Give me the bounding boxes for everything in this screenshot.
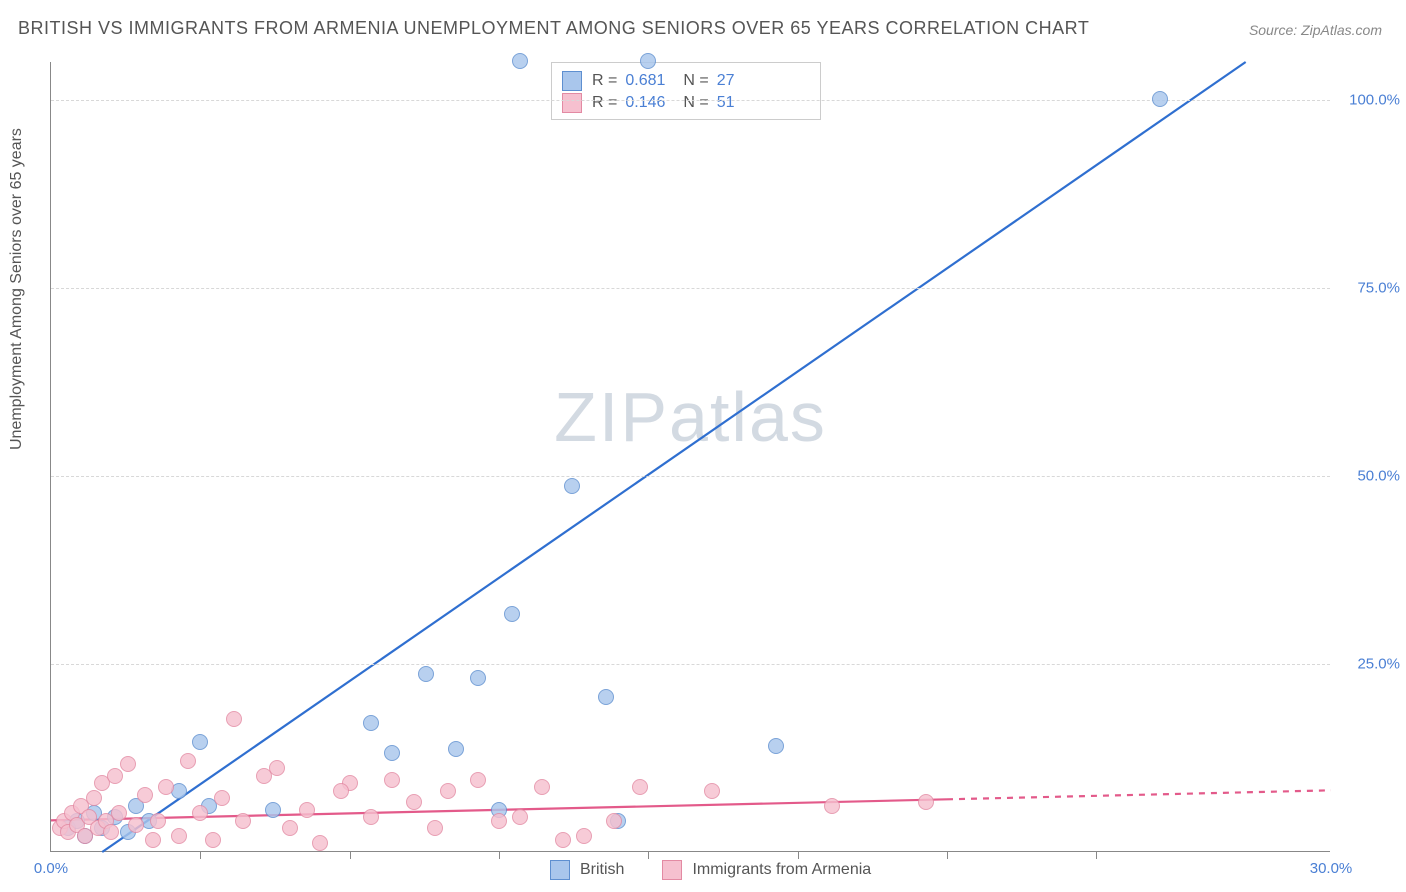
series-legend: British Immigrants from Armenia <box>550 860 871 880</box>
scatter-point <box>418 666 434 682</box>
n-label: N = <box>683 94 708 112</box>
scatter-point <box>768 738 784 754</box>
legend-swatch-british <box>550 860 570 880</box>
scatter-point <box>235 813 251 829</box>
r-value-british: 0.681 <box>625 72 665 90</box>
plot-container: ZIPatlas R = 0.681 N = 27 R = 0.146 N = … <box>50 62 1330 852</box>
scatter-point <box>470 772 486 788</box>
scatter-point <box>205 832 221 848</box>
y-axis-label: Unemployment Among Seniors over 65 years <box>8 128 26 450</box>
scatter-point <box>504 606 520 622</box>
legend-swatch-armenia <box>662 860 682 880</box>
n-value-armenia: 51 <box>717 94 735 112</box>
scatter-point <box>265 802 281 818</box>
regression-lines-layer <box>51 62 1331 852</box>
regression-line-dashed <box>947 790 1331 799</box>
x-tick-minor <box>648 851 649 859</box>
scatter-point <box>918 794 934 810</box>
scatter-point <box>111 805 127 821</box>
scatter-point <box>120 756 136 772</box>
scatter-point <box>107 768 123 784</box>
legend-label-british: British <box>580 861 624 879</box>
gridline-h <box>51 664 1330 665</box>
legend-stats-row-armenia: R = 0.146 N = 51 <box>562 93 810 113</box>
scatter-point <box>598 689 614 705</box>
scatter-point <box>640 53 656 69</box>
chart-title: BRITISH VS IMMIGRANTS FROM ARMENIA UNEMP… <box>18 18 1089 39</box>
scatter-point <box>824 798 840 814</box>
y-tick-label: 75.0% <box>1340 279 1400 296</box>
scatter-point <box>363 809 379 825</box>
scatter-point <box>512 809 528 825</box>
scatter-point <box>427 820 443 836</box>
x-tick-label: 0.0% <box>34 860 68 877</box>
r-value-armenia: 0.146 <box>625 94 665 112</box>
x-tick-minor <box>499 851 500 859</box>
scatter-point <box>564 478 580 494</box>
source-prefix: Source: <box>1249 22 1301 38</box>
scatter-point <box>384 772 400 788</box>
legend-stats-box: R = 0.681 N = 27 R = 0.146 N = 51 <box>551 62 821 120</box>
scatter-point <box>440 783 456 799</box>
scatter-point <box>180 753 196 769</box>
legend-stats-row-british: R = 0.681 N = 27 <box>562 71 810 91</box>
scatter-point <box>192 805 208 821</box>
source-name: ZipAtlas.com <box>1301 22 1382 38</box>
gridline-h <box>51 476 1330 477</box>
n-label: N = <box>683 72 708 90</box>
scatter-point <box>158 779 174 795</box>
scatter-point <box>333 783 349 799</box>
scatter-point <box>576 828 592 844</box>
x-tick-minor <box>798 851 799 859</box>
legend-label-armenia: Immigrants from Armenia <box>692 861 871 879</box>
scatter-point <box>606 813 622 829</box>
scatter-point <box>534 779 550 795</box>
scatter-point <box>299 802 315 818</box>
x-tick-minor <box>350 851 351 859</box>
scatter-point <box>448 741 464 757</box>
scatter-point <box>555 832 571 848</box>
scatter-point <box>512 53 528 69</box>
scatter-point <box>491 813 507 829</box>
scatter-point <box>406 794 422 810</box>
gridline-h <box>51 100 1330 101</box>
scatter-point <box>128 817 144 833</box>
scatter-point <box>269 760 285 776</box>
x-tick-minor <box>200 851 201 859</box>
scatter-point <box>704 783 720 799</box>
scatter-point <box>470 670 486 686</box>
scatter-point <box>312 835 328 851</box>
plot-area: ZIPatlas R = 0.681 N = 27 R = 0.146 N = … <box>50 62 1330 852</box>
x-tick-label: 30.0% <box>1310 860 1353 877</box>
scatter-point <box>214 790 230 806</box>
scatter-point <box>103 824 119 840</box>
scatter-point <box>1152 91 1168 107</box>
r-label: R = <box>592 94 617 112</box>
scatter-point <box>192 734 208 750</box>
scatter-point <box>632 779 648 795</box>
scatter-point <box>145 832 161 848</box>
gridline-h <box>51 288 1330 289</box>
scatter-point <box>137 787 153 803</box>
scatter-point <box>363 715 379 731</box>
y-tick-label: 25.0% <box>1340 655 1400 672</box>
r-label: R = <box>592 72 617 90</box>
scatter-point <box>171 828 187 844</box>
scatter-point <box>384 745 400 761</box>
source-credit: Source: ZipAtlas.com <box>1249 22 1382 38</box>
swatch-british <box>562 71 582 91</box>
x-tick-minor <box>1096 851 1097 859</box>
scatter-point <box>226 711 242 727</box>
x-tick-minor <box>947 851 948 859</box>
scatter-point <box>150 813 166 829</box>
scatter-point <box>282 820 298 836</box>
y-tick-label: 100.0% <box>1340 91 1400 108</box>
y-tick-label: 50.0% <box>1340 467 1400 484</box>
regression-line <box>102 62 1245 852</box>
swatch-armenia <box>562 93 582 113</box>
scatter-point <box>86 790 102 806</box>
n-value-british: 27 <box>717 72 735 90</box>
